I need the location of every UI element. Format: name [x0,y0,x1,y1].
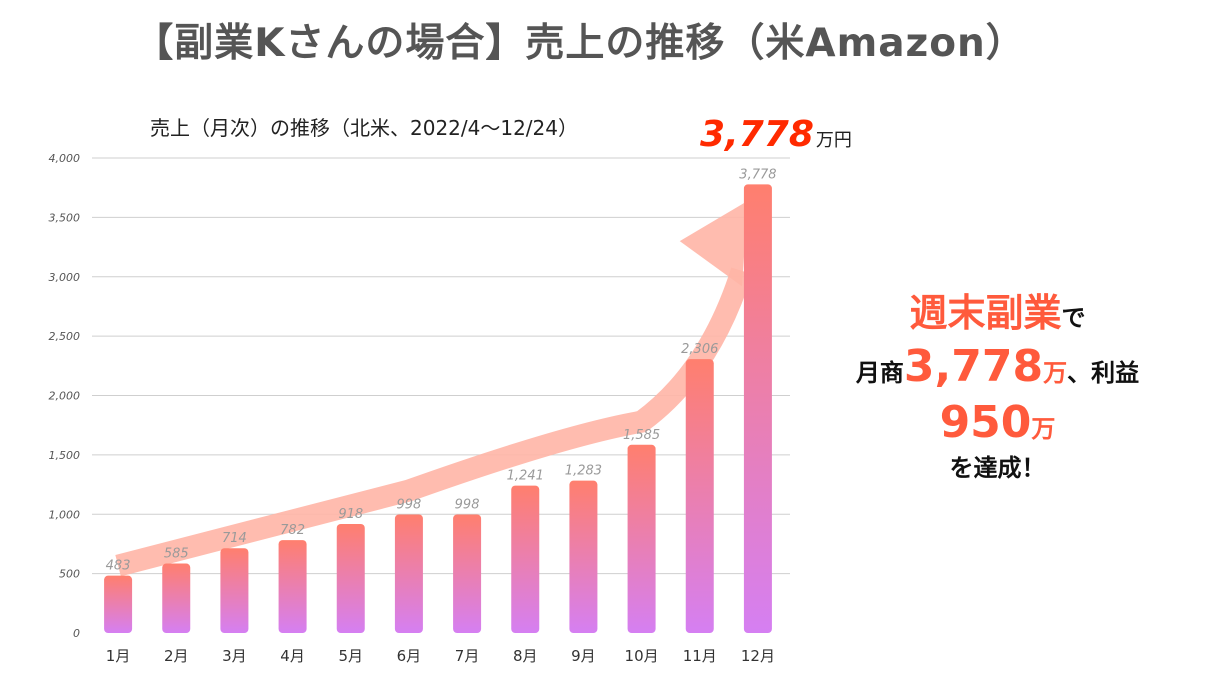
trend-arrow [115,200,753,577]
bar-value-label: 1,241 [507,469,544,484]
callout-profit-label: 、利益 [1067,358,1140,387]
bar-8 [511,485,540,633]
y-tick-label: 2,000 [49,390,81,403]
x-tick-label: 8月 [513,647,538,665]
x-tick-label: 6月 [397,647,422,665]
value-labels: 483 585 714 782 918 998 998 1,241 1,283 1,585 2,30… [106,167,777,573]
bars [104,184,772,634]
y-tick-label: 0 [73,627,80,640]
peak-unit: 万円 [815,130,852,151]
x-tick-label: 2月 [164,647,189,665]
y-tick-label: 2,500 [49,330,81,343]
x-axis-ticks: 1月 2月 3月 4月 5月 6月 7月 8月 9月 10月 11月 12月 [106,647,775,665]
page-title: 【副業Kさんの場合】売上の推移（米Amazon） [134,21,1026,66]
chart-title: 売上（月次）の推移（北米、2022/4〜12/24） [150,116,578,140]
callout-profit-unit: 万 [1031,415,1056,444]
bar-value-label: 714 [222,531,247,546]
y-tick-label: 500 [59,568,80,581]
callout-profit-value: 950 [939,397,1032,449]
bar-3 [220,548,249,633]
achievement-callout: 週末副業で 月商3,778万、利益 950万 を達成！ [800,291,1195,488]
bar-value-label: 2,306 [681,342,718,357]
bar-value-label: 1,585 [623,428,660,443]
bar-1 [104,575,133,633]
x-tick-label: 12月 [741,647,775,665]
bar-value-label: 1,283 [565,464,602,479]
y-tick-label: 1,500 [49,449,81,462]
bar-10 [627,444,656,633]
x-tick-label: 11月 [683,647,717,665]
x-tick-label: 5月 [338,647,363,665]
bar-6 [394,514,423,633]
y-tick-label: 4,000 [49,152,81,165]
y-tick-label: 3,000 [49,271,81,284]
peak-value: 3,778 [700,114,814,155]
trend-arrow-shaft [115,267,753,577]
bar-value-label: 483 [106,559,131,574]
x-tick-label: 9月 [571,647,596,665]
x-tick-label: 3月 [222,647,247,665]
y-axis-ticks: 0 500 1,000 1,500 2,000 2,500 3,000 3,500 4,000 [49,152,81,640]
bar-7 [453,514,482,633]
bar-2 [162,563,191,633]
callout-sales-value: 3,778 [903,340,1044,392]
bar-value-label: 585 [164,547,189,562]
bar-11 [685,359,714,633]
bar-value-label: 3,778 [739,167,776,182]
bar-value-label: 998 [397,497,422,512]
x-tick-label: 4月 [280,647,305,665]
x-tick-label: 1月 [106,647,131,665]
bar-value-label: 998 [455,497,480,512]
callout-monthly-sales-label: 月商 [855,358,904,387]
bar-9 [569,480,598,633]
y-tick-label: 3,500 [49,211,81,224]
x-tick-label: 7月 [455,647,480,665]
callout-achieved: を達成！ [949,453,1046,482]
bar-4 [278,540,307,633]
callout-de: で [1061,304,1086,332]
peak-annotation: 3,778 万円 [700,114,852,155]
bar-5 [336,523,365,633]
bar-value-label: 918 [338,507,363,522]
x-tick-label: 10月 [625,647,659,665]
callout-weekend-side-job: 週末副業 [909,291,1062,335]
y-tick-label: 1,000 [49,508,81,521]
bar-12 [743,184,772,634]
trend-arrow-head [679,200,748,287]
bar-value-label: 782 [280,523,305,538]
callout-sales-unit: 万 [1043,358,1068,387]
